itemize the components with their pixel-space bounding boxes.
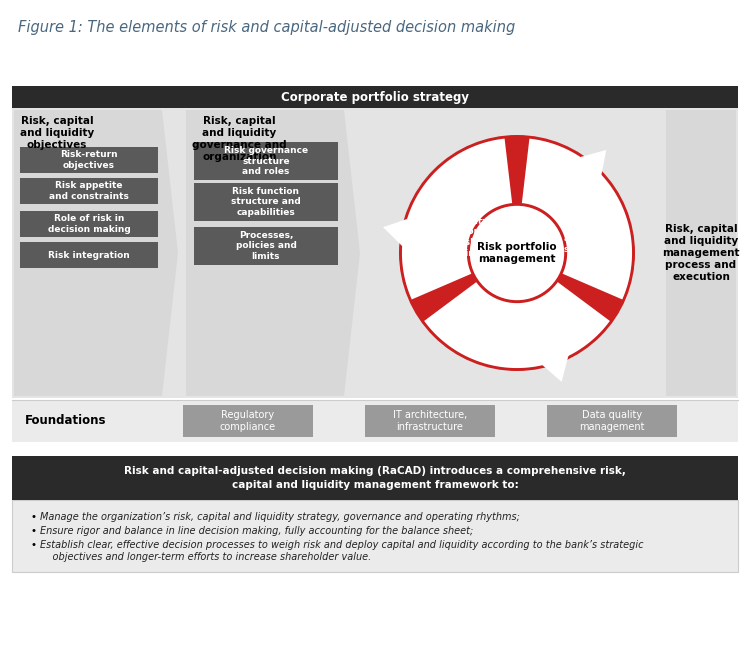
Bar	[547, 405, 677, 437]
Text: •: •	[30, 512, 36, 522]
Text: Risk function
structure and
capabilities: Risk function structure and capabilities	[231, 187, 301, 217]
Text: Risk integration: Risk integration	[48, 251, 130, 260]
Bar	[194, 142, 338, 180]
Bar	[194, 227, 338, 265]
Bar	[183, 405, 313, 437]
Text: Corporate portfolio strategy: Corporate portfolio strategy	[281, 91, 469, 104]
Bar	[12, 86, 738, 108]
Text: Risk, capital
and liquidity
objectives: Risk, capital and liquidity objectives	[20, 116, 94, 150]
Text: IT architecture,
infrastructure: IT architecture, infrastructure	[393, 410, 467, 432]
Text: Risk, capital
and liquidity
management
process and
execution: Risk, capital and liquidity management p…	[662, 224, 740, 282]
Text: Processes,
policies and
limits: Processes, policies and limits	[236, 231, 296, 261]
Text: Risk-return
objectives: Risk-return objectives	[60, 150, 118, 170]
Text: Risk appetite
and constraints: Risk appetite and constraints	[49, 181, 129, 201]
Text: Modeling
and mea-
surement: Modeling and mea- surement	[563, 224, 612, 254]
Text: Risk portfolio
management: Risk portfolio management	[477, 242, 556, 264]
Bar	[20, 211, 158, 237]
Bar	[194, 183, 338, 221]
Text: Capital
and liquidity
allocation
and risk
budgeting: Capital and liquidity allocation and ris…	[424, 206, 488, 258]
Text: Ensure rigor and balance in line decision making, fully accounting for the balan: Ensure rigor and balance in line decisio…	[40, 526, 473, 536]
Text: Establish clear, effective decision processes to weigh risk and deploy capital a: Establish clear, effective decision proc…	[40, 540, 644, 550]
Circle shape	[470, 206, 564, 300]
Text: objectives and longer-term efforts to increase shareholder value.: objectives and longer-term efforts to in…	[40, 552, 371, 562]
Polygon shape	[186, 110, 360, 396]
Text: Risk, capital
and liquidity
governance and
organization: Risk, capital and liquidity governance a…	[192, 116, 286, 162]
Bar	[12, 500, 738, 572]
Polygon shape	[14, 110, 178, 396]
Bar	[20, 242, 158, 268]
Bar	[12, 500, 738, 572]
Bar	[12, 456, 738, 500]
Circle shape	[399, 135, 635, 371]
Text: Foundations: Foundations	[26, 415, 106, 428]
Bar	[365, 405, 495, 437]
Text: Data quality
management: Data quality management	[579, 410, 645, 432]
Bar	[12, 400, 738, 442]
Bar	[20, 178, 158, 204]
Text: Monitoring
and reporting: Monitoring and reporting	[482, 309, 552, 329]
Bar	[20, 147, 158, 173]
Text: Risk governance
structure
and roles: Risk governance structure and roles	[224, 146, 308, 176]
Text: Risk and capital-adjusted decision making (RaCAD) introduces a comprehensive ris: Risk and capital-adjusted decision makin…	[124, 466, 626, 489]
Text: •: •	[30, 526, 36, 536]
Bar	[666, 110, 736, 396]
Bar	[12, 108, 738, 398]
Text: Manage the organization’s risk, capital and liquidity strategy, governance and o: Manage the organization’s risk, capital …	[40, 512, 520, 522]
Text: Figure 1: The elements of risk and capital-adjusted decision making: Figure 1: The elements of risk and capit…	[18, 20, 515, 35]
Text: Role of risk in
decision making: Role of risk in decision making	[48, 214, 130, 234]
Text: Regulatory
compliance: Regulatory compliance	[220, 410, 276, 432]
Text: •: •	[30, 540, 36, 550]
